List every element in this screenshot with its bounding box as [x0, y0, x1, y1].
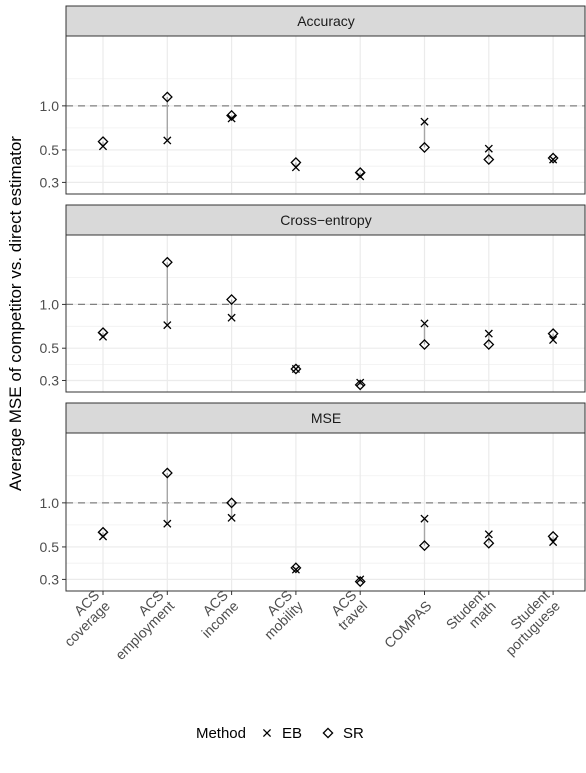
- point-sr: [161, 91, 173, 103]
- point-eb: [163, 321, 172, 330]
- x-tick-label: ACSmobility: [250, 587, 305, 642]
- point-sr: [418, 540, 431, 552]
- point-eb: [227, 313, 236, 322]
- point-sr: [161, 256, 173, 268]
- y-tick-label: 1.0: [40, 98, 60, 114]
- y-axis-title: Average MSE of competitor vs. direct est…: [6, 136, 25, 491]
- panel-strip: [65, 5, 586, 37]
- legend-key-sr: [322, 727, 334, 739]
- point-sr: [97, 526, 109, 538]
- y-tick-label: 0.5: [40, 142, 60, 158]
- y-tick-label: 1.0: [40, 296, 60, 312]
- x-tick-label: ACScoverage: [50, 587, 113, 650]
- point-sr: [290, 363, 302, 375]
- point-sr: [97, 136, 109, 148]
- panel-background: [66, 433, 585, 591]
- point-eb: [291, 565, 300, 574]
- point-eb: [549, 335, 558, 344]
- x-tick-label: ACSemployment: [101, 587, 177, 663]
- panel-border: [65, 35, 586, 195]
- point-sr: [226, 294, 238, 306]
- y-tick-label: 1.0: [40, 495, 60, 511]
- point-eb: [227, 114, 236, 123]
- legend: Method EB SR: [196, 725, 364, 742]
- x-tick-label: ACStravel: [324, 587, 370, 633]
- legend-key-eb: [262, 728, 272, 738]
- point-eb: [356, 575, 365, 584]
- x-tick-label: Studentportuguese: [492, 587, 564, 659]
- x-tick-label: Studentmath: [443, 587, 499, 643]
- legend-label-eb: EB: [282, 725, 302, 742]
- point-sr: [161, 467, 173, 479]
- point-sr: [418, 339, 431, 351]
- x-tick-label: ACSincome: [188, 587, 242, 641]
- point-sr: [483, 153, 495, 166]
- point-eb: [484, 144, 493, 153]
- point-eb: [484, 530, 493, 539]
- legend-label-sr: SR: [343, 725, 364, 742]
- point-eb: [163, 136, 172, 145]
- point-sr: [97, 327, 109, 339]
- panel-title: Cross−entropy: [280, 212, 371, 228]
- point-sr: [483, 339, 495, 351]
- point-sr: [226, 497, 238, 509]
- point-sr: [290, 562, 302, 574]
- point-sr: [290, 157, 302, 169]
- point-sr: [547, 328, 559, 340]
- point-sr: [354, 167, 366, 179]
- y-tick-label: 0.3: [40, 372, 60, 388]
- y-tick-label: 0.3: [40, 571, 60, 587]
- y-tick-label: 0.3: [40, 174, 60, 190]
- point-eb: [420, 514, 429, 523]
- point-sr: [226, 109, 238, 121]
- point-sr: [547, 530, 559, 542]
- panel-mse: MSE 0.3 0.5 1.0: [40, 402, 586, 595]
- point-eb: [227, 513, 236, 522]
- point-eb: [420, 117, 429, 126]
- x-tick-label: COMPAS: [381, 598, 434, 651]
- panel-background: [66, 235, 585, 392]
- point-eb: [356, 378, 365, 387]
- panel-title: MSE: [311, 410, 341, 426]
- panel-strip: [65, 402, 586, 434]
- panel-accuracy: Accuracy 0.3 0.5 1.0: [40, 5, 586, 195]
- point-eb: [420, 319, 429, 328]
- point-sr: [418, 141, 431, 153]
- point-eb: [549, 537, 558, 547]
- legend-title: Method: [196, 725, 246, 742]
- point-eb: [163, 519, 172, 528]
- panel-strip: [65, 204, 586, 236]
- point-eb: [549, 155, 558, 164]
- y-tick-label: 0.5: [40, 539, 60, 555]
- point-eb: [484, 329, 493, 338]
- point-sr: [547, 152, 559, 164]
- panel-background: [66, 36, 585, 194]
- panel-border: [65, 432, 586, 592]
- panel-border: [65, 234, 586, 393]
- point-sr: [483, 537, 495, 549]
- panel-title: Accuracy: [297, 13, 355, 29]
- point-sr: [354, 379, 366, 391]
- y-tick-label: 0.5: [40, 340, 60, 356]
- panel-cross-entropy: Cross−entropy 0.3 0.5 1.0: [40, 204, 586, 393]
- point-sr: [354, 576, 366, 588]
